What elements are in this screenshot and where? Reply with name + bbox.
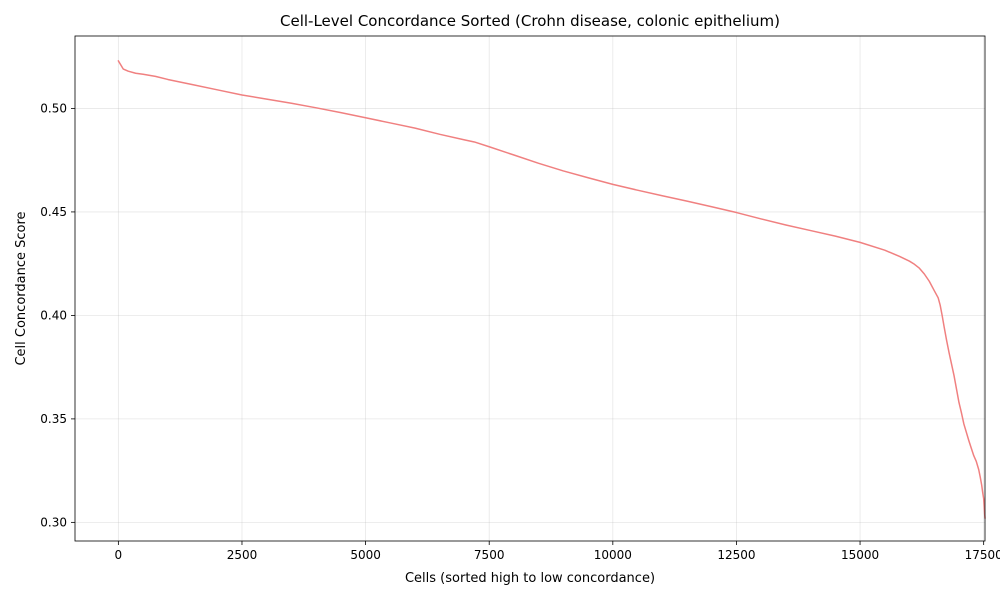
axis-ticks: 0 2500 5000 7500 10000 12500 15000 17500 0.30 0.3… (40, 101, 1000, 562)
x-tick-label: 17500 (965, 548, 1000, 562)
x-tick-label: 7500 (474, 548, 505, 562)
y-tick-label: 0.50 (40, 101, 67, 115)
grid-lines (75, 36, 985, 541)
x-tick-label: 2500 (227, 548, 258, 562)
x-tick-label: 5000 (350, 548, 381, 562)
plot-frame (74, 35, 986, 542)
concordance-series-line (117, 60, 986, 519)
x-tick-label: 0 (115, 548, 123, 562)
chart-title: Cell-Level Concordance Sorted (Crohn dis… (280, 12, 780, 30)
x-tick-label: 10000 (594, 548, 632, 562)
y-axis-label: Cell Concordance Score (14, 211, 29, 365)
y-tick-label: 0.45 (40, 205, 67, 219)
y-tick-label: 0.35 (40, 412, 67, 426)
y-tick-label: 0.40 (40, 308, 67, 322)
y-tick-label: 0.30 (40, 515, 67, 529)
x-tick-label: 12500 (717, 548, 755, 562)
series-layer (117, 60, 986, 519)
x-axis-label: Cells (sorted high to low concordance) (405, 571, 655, 586)
x-tick-label: 15000 (841, 548, 879, 562)
